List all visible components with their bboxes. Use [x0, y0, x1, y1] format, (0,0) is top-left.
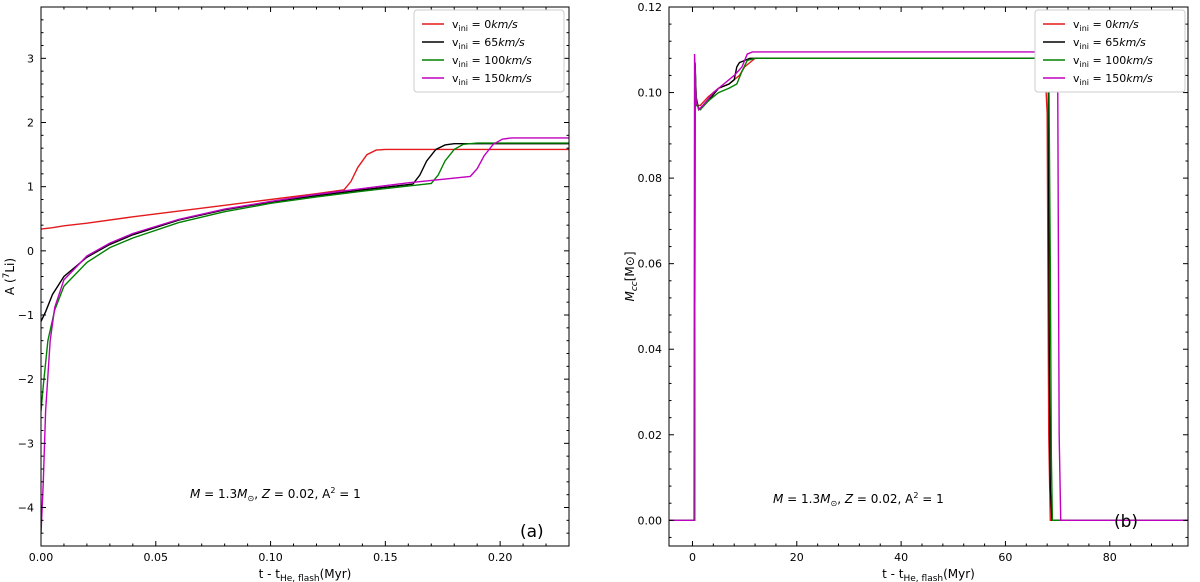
- series-line-0: [669, 57, 1188, 522]
- series-line-2: [41, 142, 569, 412]
- legend: vini = 0km/s vini = 65km/s vini = 100km/s v…: [413, 9, 565, 93]
- y-tick-label: 0.12: [638, 1, 663, 14]
- series-line-1: [669, 57, 1188, 522]
- x-tick-label: 0.10: [258, 551, 283, 564]
- y-tick-label: −3: [18, 437, 34, 450]
- panel-label: (b): [1114, 512, 1138, 532]
- series-group: [669, 51, 1188, 522]
- panel-a-chart: 0.00 0.05 0.10 0.15 0.20 −4 −3 −2 −1 0 1 2 3 t - tHe,…: [2, 6, 570, 582]
- x-tick-label: 0.15: [373, 551, 398, 564]
- y-tick-label: 3: [27, 52, 34, 65]
- panel-label: (a): [520, 522, 544, 542]
- x-axis-label: t - tHe, flash(Myr): [259, 567, 352, 582]
- series-line-0: [41, 148, 569, 230]
- y-tick-label: 0.06: [638, 258, 663, 271]
- y-tick-label: 0: [27, 245, 34, 258]
- y-axis-label: Mcc[M⊙]: [623, 251, 640, 301]
- y-tick-label: 2: [27, 117, 34, 130]
- y-tick-label: 0.10: [638, 87, 663, 100]
- series-line-1: [41, 142, 569, 322]
- y-tick-label: 0.04: [638, 343, 663, 356]
- series-group: [41, 137, 569, 534]
- x-tick-label: 80: [1103, 551, 1117, 564]
- panel-b-chart: 0 20 40 60 80 0.00 0.02 0.04 0.06 0.08 0.10 0.12 t -…: [623, 1, 1189, 582]
- y-tick-label: −2: [18, 373, 34, 386]
- x-tick-label: 40: [894, 551, 908, 564]
- legend-entry-1: vini = 65km/s: [452, 36, 525, 51]
- legend-entry-3: vini = 150km/s: [1073, 72, 1153, 87]
- y-tick-label: 0.08: [638, 172, 663, 185]
- legend-entry-2: vini = 100km/s: [452, 54, 532, 69]
- x-tick-label: 60: [998, 551, 1012, 564]
- x-axis-label: t - tHe, flash(Myr): [882, 567, 975, 582]
- x-tick-label: 0.00: [29, 551, 54, 564]
- legend: vini = 0km/s vini = 65km/s vini = 100km/s v…: [1034, 9, 1186, 93]
- series-line-2: [669, 57, 1188, 522]
- parameter-annotation: M = 1.3M⊙, Z = 0.02, A2 = 1: [773, 491, 944, 508]
- x-tick-label: 0: [689, 551, 696, 564]
- legend-box: [413, 9, 565, 93]
- legend-entry-0: vini = 0km/s: [1073, 18, 1139, 33]
- plot-frame: [668, 6, 1189, 547]
- series-line-3: [669, 51, 1188, 522]
- x-tick-label: 20: [790, 551, 804, 564]
- y-tick-label: 1: [27, 181, 34, 194]
- series-line-3: [41, 137, 569, 534]
- y-tick-label: 0.00: [638, 514, 663, 527]
- parameter-annotation: M = 1.3M⊙, Z = 0.02, A2 = 1: [190, 486, 361, 503]
- y-tick-label: −1: [18, 309, 34, 322]
- x-tick-label: 0.05: [144, 551, 169, 564]
- legend-entry-0: vini = 0km/s: [452, 18, 518, 33]
- x-tick-label: 0.20: [488, 551, 513, 564]
- legend-entry-2: vini = 100km/s: [1073, 54, 1153, 69]
- y-tick-label: 0.02: [638, 429, 663, 442]
- y-tick-label: −4: [18, 502, 34, 515]
- legend-entry-3: vini = 150km/s: [452, 72, 532, 87]
- legend-box: [1034, 9, 1186, 93]
- legend-entry-1: vini = 65km/s: [1073, 36, 1146, 51]
- y-axis-label: A (7Li): [2, 258, 17, 295]
